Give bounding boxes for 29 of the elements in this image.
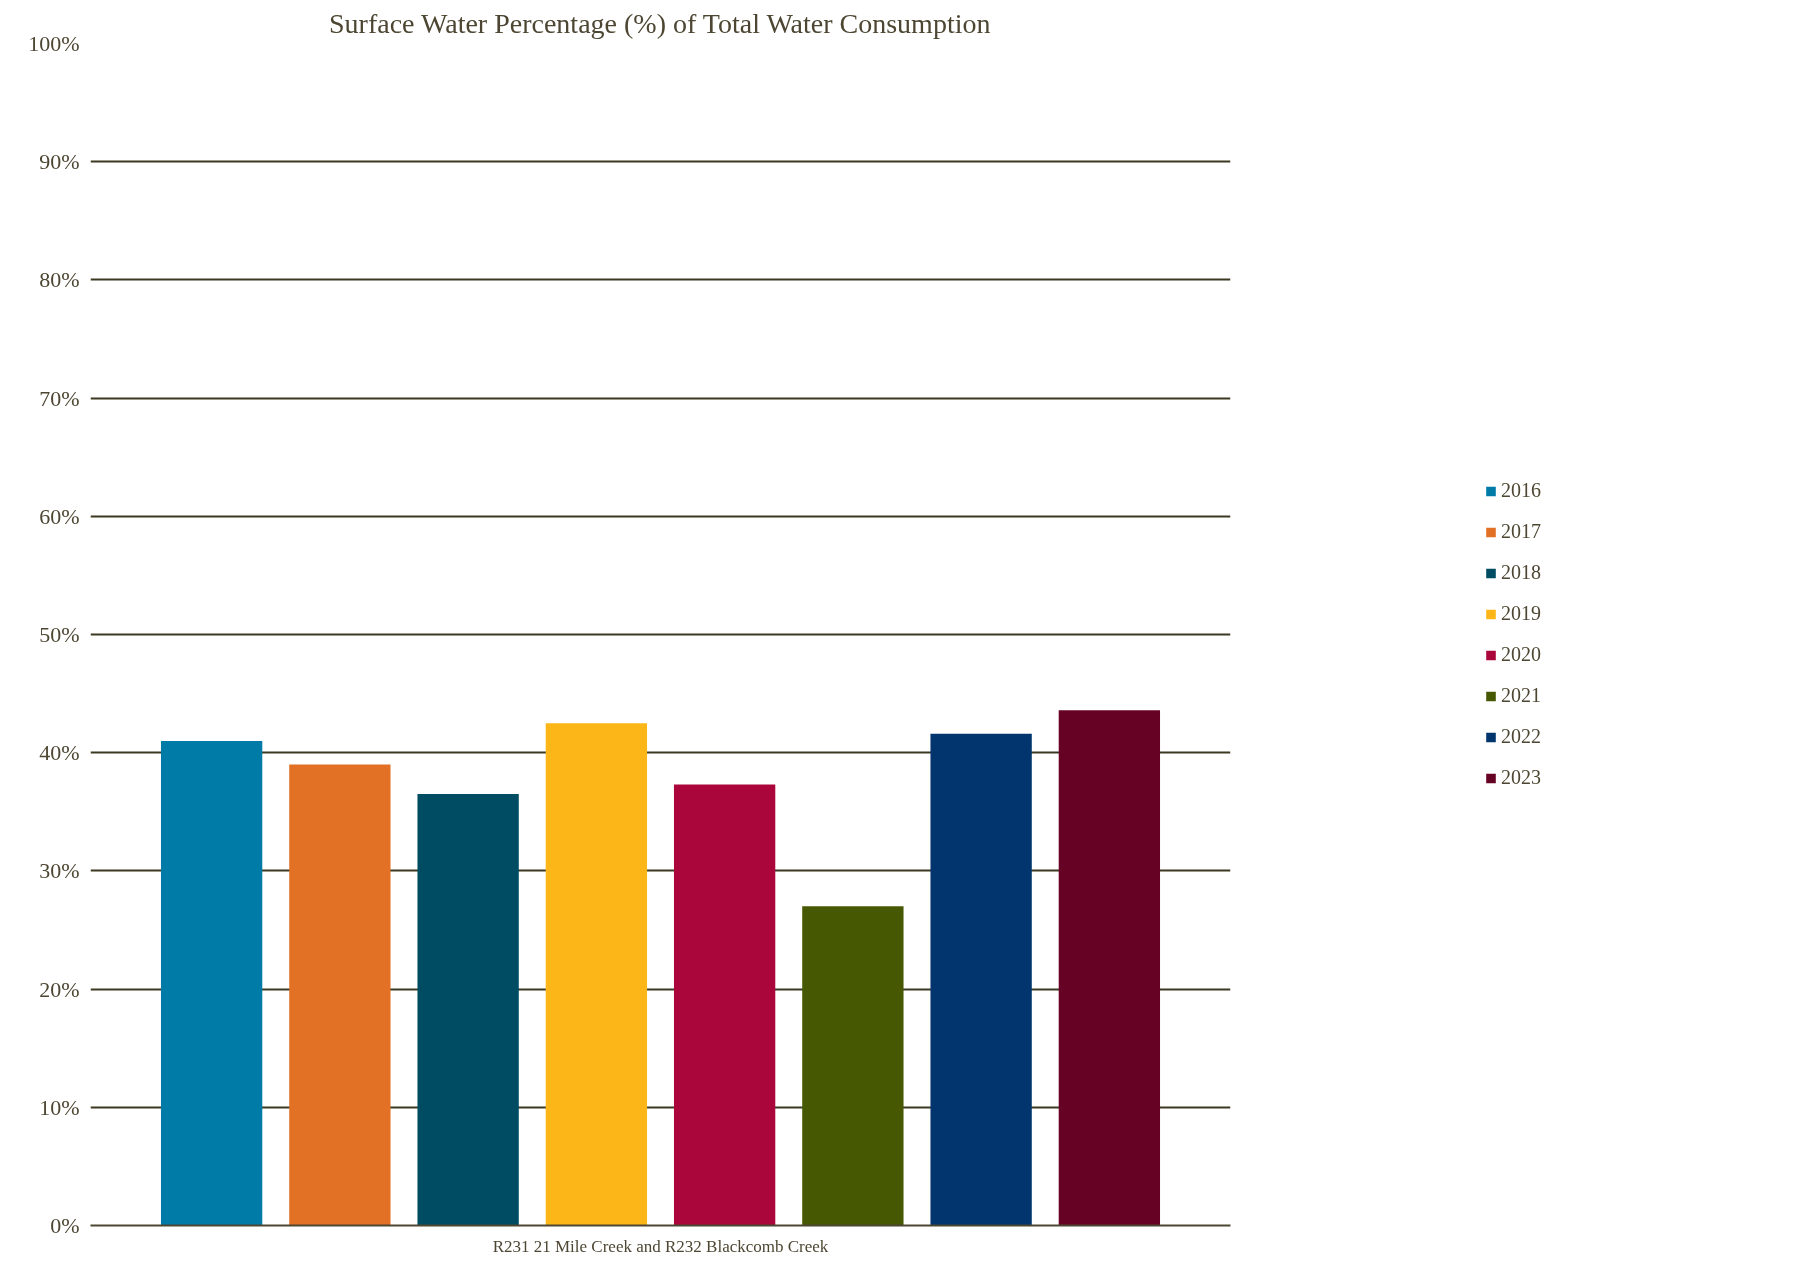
y-tick-label: 10% <box>39 1094 80 1120</box>
y-tick-label: 20% <box>39 976 80 1002</box>
legend-label: 2021 <box>1501 684 1541 707</box>
y-tick-label: 70% <box>39 385 80 411</box>
bar <box>1058 710 1161 1226</box>
legend-label: 2020 <box>1501 643 1541 666</box>
y-tick-label: 40% <box>39 740 80 766</box>
y-tick-label: 80% <box>39 267 80 293</box>
y-tick-label: 60% <box>39 503 80 529</box>
legend-label: 2016 <box>1501 479 1541 502</box>
y-tick-label: 100% <box>28 31 80 56</box>
bar <box>289 764 391 1226</box>
bar <box>802 906 904 1226</box>
legend-label: 2018 <box>1501 561 1541 584</box>
bar <box>417 794 519 1226</box>
legend-label: 2023 <box>1501 766 1541 789</box>
bar <box>545 723 648 1226</box>
legend-label: 2019 <box>1501 602 1541 625</box>
legend-label: 2017 <box>1501 520 1541 543</box>
y-tick-label: 50% <box>39 622 80 647</box>
legend-label: 2022 <box>1501 725 1541 748</box>
bar <box>930 733 1032 1226</box>
bar <box>673 784 776 1226</box>
y-tick-label: 90% <box>39 149 80 175</box>
y-tick-label: 0% <box>50 1213 80 1238</box>
chart-title: Surface Water Percentage (%) of Total Water Consumption <box>329 7 991 39</box>
bar <box>160 740 263 1226</box>
x-tick-label: R231 21 Mile Creek and R232 Blackcomb Creek <box>492 1236 829 1256</box>
y-tick-label: 30% <box>39 858 80 884</box>
